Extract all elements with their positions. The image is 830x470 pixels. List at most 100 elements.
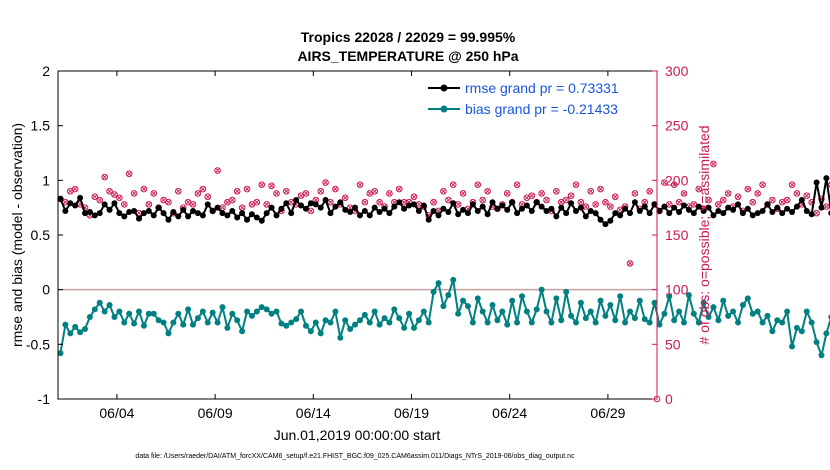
rmse-point: [425, 216, 432, 223]
y-right-tick-label: 250: [665, 118, 689, 134]
bias-point: [175, 310, 182, 317]
obs-possible-marker: [243, 185, 251, 193]
obs-point: [793, 190, 801, 197]
bias-point: [646, 319, 653, 326]
obs-point: [214, 167, 221, 174]
obs-possible-marker: [474, 181, 482, 189]
obs-assimilated-marker: [126, 171, 132, 177]
obs-assimilated-marker: [357, 182, 363, 188]
obs-assimilated-marker: [750, 199, 756, 205]
obs-point: [459, 190, 467, 197]
obs-assimilated-marker: [691, 201, 697, 207]
obs-point: [243, 185, 251, 193]
obs-possible-marker: [479, 196, 487, 204]
rmse-point: [484, 211, 491, 218]
bias-point: [735, 319, 742, 326]
obs-assimilated-marker: [666, 201, 672, 207]
obs-assimilated-marker: [131, 190, 137, 196]
rmse-point: [553, 213, 560, 220]
obs-assimilated-marker: [161, 197, 167, 203]
obs-assimilated-marker: [97, 197, 103, 203]
obs-assimilated-marker: [313, 197, 319, 203]
obs-possible-marker: [361, 198, 369, 206]
rmse-point: [518, 205, 525, 212]
obs-possible-marker: [91, 193, 99, 201]
obs-point: [602, 198, 609, 206]
obs-point: [317, 187, 324, 195]
bias-point: [774, 317, 781, 324]
obs-point: [395, 185, 403, 193]
obs-possible-marker: [705, 196, 712, 204]
rmse-point: [131, 207, 138, 214]
axes-layer: -1 -0.5 0 0.5 1 1.5 2 0 50 100 150 200 250 300 06/04 06…: [26, 63, 689, 421]
obs-possible-marker: [607, 203, 614, 210]
rmse-point: [543, 207, 550, 214]
obs-possible-marker: [130, 190, 138, 197]
rmse-point: [140, 210, 147, 217]
obs-assimilated-marker: [544, 197, 550, 203]
y-right-tick-label: 300: [665, 63, 689, 79]
bias-point: [690, 310, 697, 317]
obs-point: [783, 196, 791, 204]
obs-assimilated-marker: [529, 193, 535, 199]
bias-point: [548, 319, 555, 326]
bias-point: [607, 301, 614, 308]
bias-point: [499, 308, 506, 315]
obs-point: [597, 185, 604, 193]
rmse-point: [77, 194, 84, 201]
rmse-point: [180, 206, 187, 213]
x-tick-label: 06/09: [198, 405, 233, 421]
obs-point: [724, 190, 732, 197]
rmse-point: [194, 210, 201, 217]
bias-point: [155, 317, 162, 324]
obs-point: [263, 201, 270, 208]
rmse-point: [82, 210, 89, 217]
bias-point: [366, 319, 373, 326]
obs-possible-marker: [631, 190, 639, 197]
rmse-point: [91, 212, 98, 219]
obs-point: [283, 187, 290, 195]
bias-point: [715, 317, 722, 324]
obs-possible-marker: [754, 190, 761, 197]
bias-point: [509, 297, 516, 304]
rmse-point: [150, 212, 157, 219]
rmse-point: [769, 209, 776, 216]
obs-assimilated-marker: [298, 193, 304, 199]
obs-assimilated-marker: [141, 186, 147, 192]
rmse-point: [268, 204, 275, 211]
obs-point: [233, 187, 241, 195]
obs-possible-marker: [96, 196, 104, 204]
obs-point: [823, 203, 830, 210]
bias-point: [676, 308, 683, 315]
rmse-point: [185, 213, 192, 220]
obs-possible-marker: [675, 198, 683, 206]
rmse-point: [410, 201, 417, 208]
obs-possible-marker: [228, 196, 236, 204]
rmse-point: [190, 207, 197, 214]
bias-point: [435, 280, 442, 287]
rmse-point: [705, 204, 712, 211]
obs-point: [268, 182, 275, 190]
obs-possible-marker: [258, 181, 266, 189]
bias-point: [518, 293, 525, 300]
obs-assimilated-marker: [234, 188, 240, 194]
obs-assimilated-marker: [391, 199, 397, 205]
obs-assimilated-marker: [367, 190, 373, 196]
obs-possible-marker: [744, 185, 752, 193]
bias-point: [789, 343, 796, 350]
obs-point: [307, 207, 315, 215]
rmse-point: [445, 209, 452, 216]
obs-assimilated-marker: [62, 199, 68, 205]
obs-assimilated-marker: [760, 182, 766, 188]
obs-assimilated-marker: [215, 167, 221, 174]
rmse-point: [253, 214, 260, 221]
obs-assimilated-marker: [190, 201, 196, 207]
rmse-point: [342, 206, 349, 213]
rmse-point: [661, 203, 668, 210]
obs-assimilated-marker: [607, 204, 613, 210]
obs-point: [611, 193, 619, 201]
obs-point: [445, 196, 452, 204]
bias-point: [739, 301, 746, 308]
bias-point: [818, 352, 825, 359]
